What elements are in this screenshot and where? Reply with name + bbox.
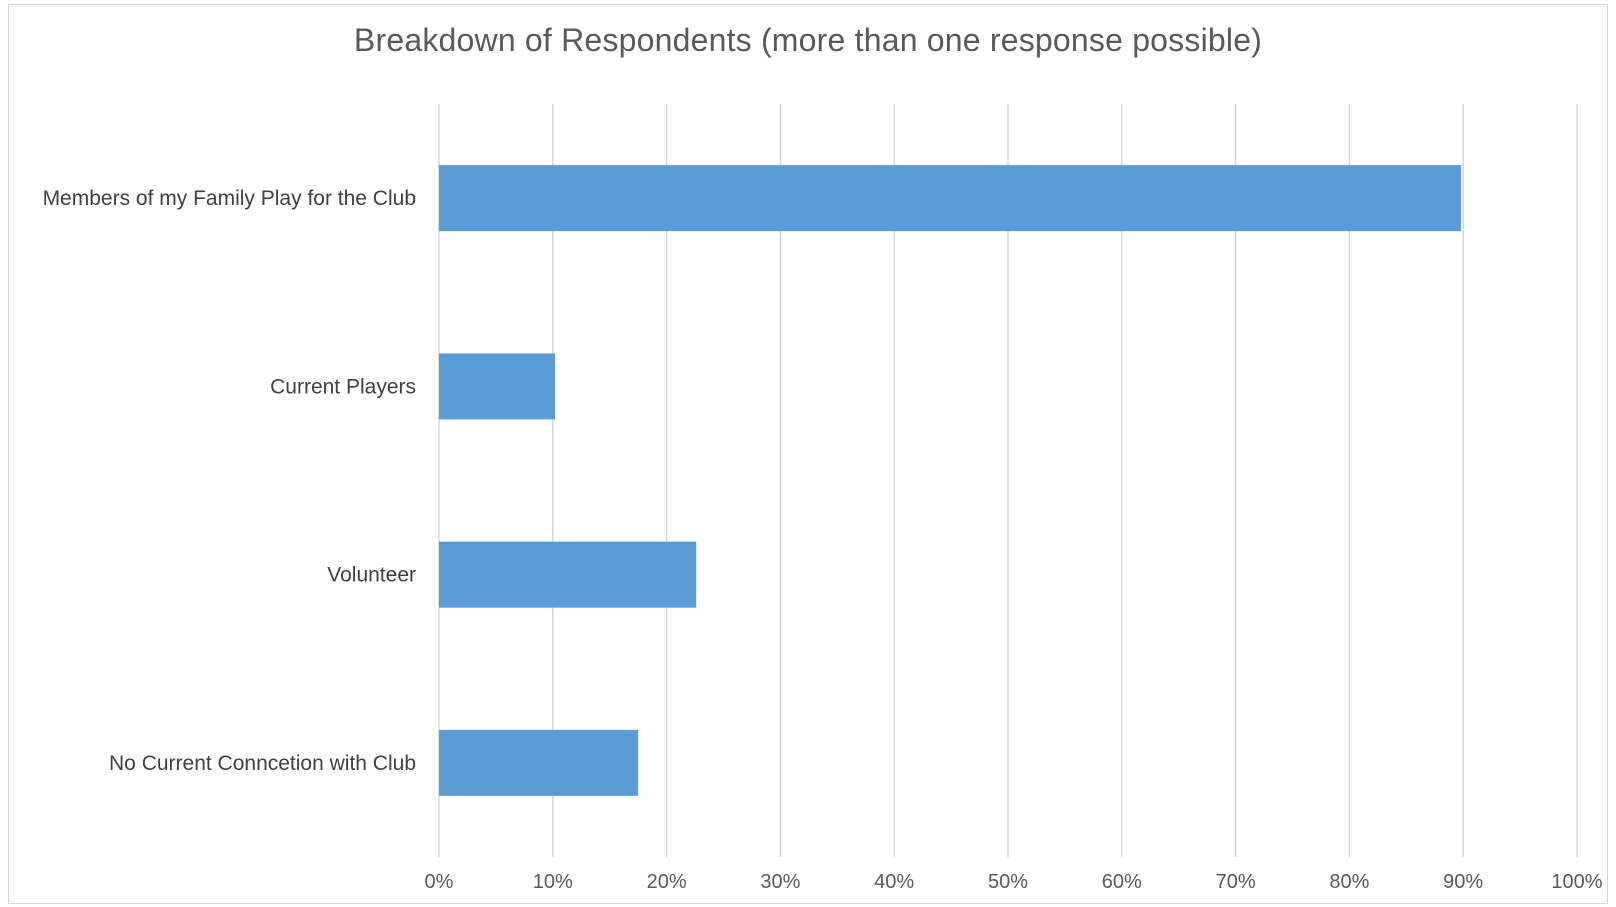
category-label: No Current Conncetion with Club	[109, 752, 416, 775]
x-tick-labels: 0% 10% 20% 30% 40% 50% 60% 70% 80% 90% 100%	[425, 871, 1603, 893]
x-tick-label: 70%	[1216, 871, 1256, 893]
bar	[439, 165, 1461, 232]
x-tick-label: 80%	[1329, 871, 1369, 893]
category-label: Volunteer	[327, 564, 416, 587]
x-tick-label: 50%	[988, 871, 1028, 893]
bar	[439, 729, 639, 796]
bar	[439, 353, 556, 420]
x-tick-label: 40%	[874, 871, 914, 893]
x-tick-label: 20%	[647, 871, 687, 893]
x-tick-label: 30%	[760, 871, 800, 893]
bar	[439, 541, 697, 608]
x-tick-label: 90%	[1443, 871, 1483, 893]
category-label: Current Players	[270, 375, 416, 398]
bars	[439, 165, 1461, 796]
x-tick-label: 60%	[1102, 871, 1142, 893]
category-labels: Members of my Family Play for the Club Cu…	[43, 187, 416, 775]
x-tick-label: 0%	[425, 871, 454, 893]
x-tick-label: 100%	[1551, 871, 1602, 893]
chart-title: Breakdown of Respondents (more than one …	[353, 22, 1263, 58]
chart-frame	[8, 4, 1608, 904]
category-label: Members of my Family Play for the Club	[43, 187, 416, 210]
x-tick-label: 10%	[533, 871, 573, 893]
